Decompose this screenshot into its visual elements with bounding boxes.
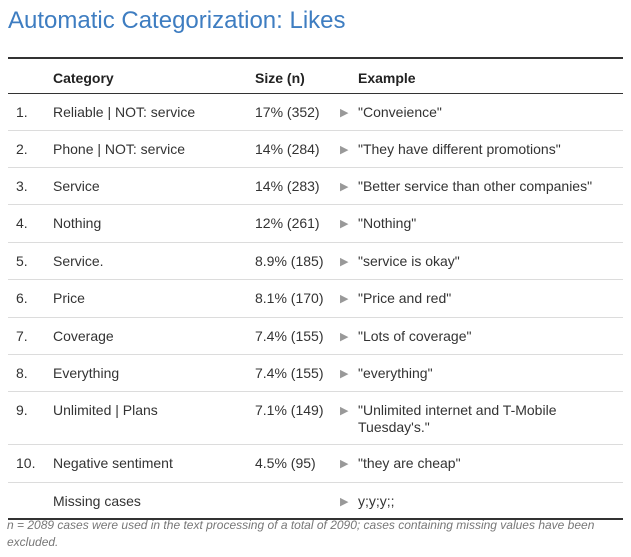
triangle-right-icon: ▶ — [340, 405, 349, 417]
table-row: 3. Service 14% (283) ▶ "Better service than … — [8, 168, 623, 205]
triangle-right-icon: ▶ — [340, 107, 349, 119]
table-row: 2. Phone | NOT: service 14% (284) ▶ "They ha… — [8, 131, 623, 168]
table-row: 8. Everything 7.4% (155) ▶ "everything" — [8, 355, 623, 392]
table-row: 1. Reliable | NOT: service 17% (352) ▶ "Conv… — [8, 94, 623, 131]
triangle-right-icon: ▶ — [340, 331, 349, 343]
table-row: 10. Negative sentiment 4.5% (95) ▶ "they are… — [8, 445, 623, 483]
row-size: 14% (283) — [255, 178, 320, 194]
row-example: "Better service than other companies" — [358, 178, 593, 194]
table-row: 5. Service. 8.9% (185) ▶ "service is okay" — [8, 243, 623, 280]
header-category: Category — [53, 70, 114, 86]
row-category: Nothing — [53, 215, 102, 231]
triangle-right-icon: ▶ — [340, 218, 349, 230]
table-row: Missing cases ▶ y;y;y;; — [8, 483, 623, 518]
row-size: 12% (261) — [255, 215, 320, 231]
row-category: Service. — [53, 253, 104, 269]
table-row: 6. Price 8.1% (170) ▶ "Price and red" — [8, 280, 623, 318]
triangle-right-icon: ▶ — [340, 368, 349, 380]
triangle-right-icon: ▶ — [340, 458, 349, 470]
row-category: Everything — [53, 365, 120, 381]
row-example: "Price and red" — [358, 290, 452, 306]
row-example: "They have different promotions" — [358, 141, 561, 157]
triangle-right-icon: ▶ — [340, 144, 349, 156]
row-size: 14% (284) — [255, 141, 320, 157]
table-row: 9. Unlimited | Plans 7.1% (149) ▶ "Unlimited… — [8, 392, 623, 445]
row-example: "everything" — [358, 365, 433, 381]
row-size: 8.9% (185) — [255, 253, 324, 269]
row-number: 9. — [16, 402, 28, 418]
row-size: 17% (352) — [255, 104, 320, 120]
row-number: 6. — [16, 290, 28, 306]
row-example: y;y;y;; — [358, 493, 395, 509]
row-category: Missing cases — [53, 493, 141, 509]
row-category: Price — [53, 290, 85, 306]
row-size: 8.1% (170) — [255, 290, 324, 306]
row-size: 4.5% (95) — [255, 455, 316, 471]
row-example: "they are cheap" — [358, 455, 461, 471]
row-category: Reliable | NOT: service — [53, 104, 196, 120]
triangle-right-icon: ▶ — [340, 496, 349, 508]
row-size: 7.1% (149) — [255, 402, 324, 418]
row-category: Service — [53, 178, 100, 194]
categorization-table: Category Size (n) Example 1. Reliable | N… — [8, 57, 623, 520]
header-example: Example — [358, 70, 416, 86]
row-example: "Unlimited internet and T-Mobile Tuesday… — [358, 402, 557, 435]
row-example: "Nothing" — [358, 215, 417, 231]
table-body: 1. Reliable | NOT: service 17% (352) ▶ "Conv… — [8, 94, 623, 518]
table-row: 7. Coverage 7.4% (155) ▶ "Lots of coverage" — [8, 318, 623, 355]
row-category: Negative sentiment — [53, 455, 173, 471]
row-number: 7. — [16, 328, 28, 344]
row-example: "Conveience" — [358, 104, 442, 120]
row-size: 7.4% (155) — [255, 328, 324, 344]
triangle-right-icon: ▶ — [340, 293, 349, 305]
table-bottom-rule — [8, 518, 623, 520]
row-number: 5. — [16, 253, 28, 269]
page-title: Automatic Categorization: Likes — [8, 7, 346, 34]
row-category: Phone | NOT: service — [53, 141, 186, 157]
table-row: 4. Nothing 12% (261) ▶ "Nothing" — [8, 205, 623, 243]
triangle-right-icon: ▶ — [340, 181, 349, 193]
footnote: n = 2089 cases were used in the text pro… — [7, 518, 595, 549]
row-number: 4. — [16, 215, 28, 231]
row-example: "service is okay" — [358, 253, 460, 269]
row-category: Coverage — [53, 328, 114, 344]
table-header-row: Category Size (n) Example — [8, 59, 623, 94]
row-number: 10. — [16, 455, 36, 471]
row-number: 2. — [16, 141, 28, 157]
triangle-right-icon: ▶ — [340, 256, 349, 268]
row-number: 1. — [16, 104, 28, 120]
row-number: 3. — [16, 178, 28, 194]
table-top-rule — [8, 57, 623, 59]
row-number: 8. — [16, 365, 28, 381]
row-category: Unlimited | Plans — [53, 402, 158, 418]
header-size: Size (n) — [255, 70, 305, 86]
row-example: "Lots of coverage" — [358, 328, 472, 344]
row-size: 7.4% (155) — [255, 365, 324, 381]
